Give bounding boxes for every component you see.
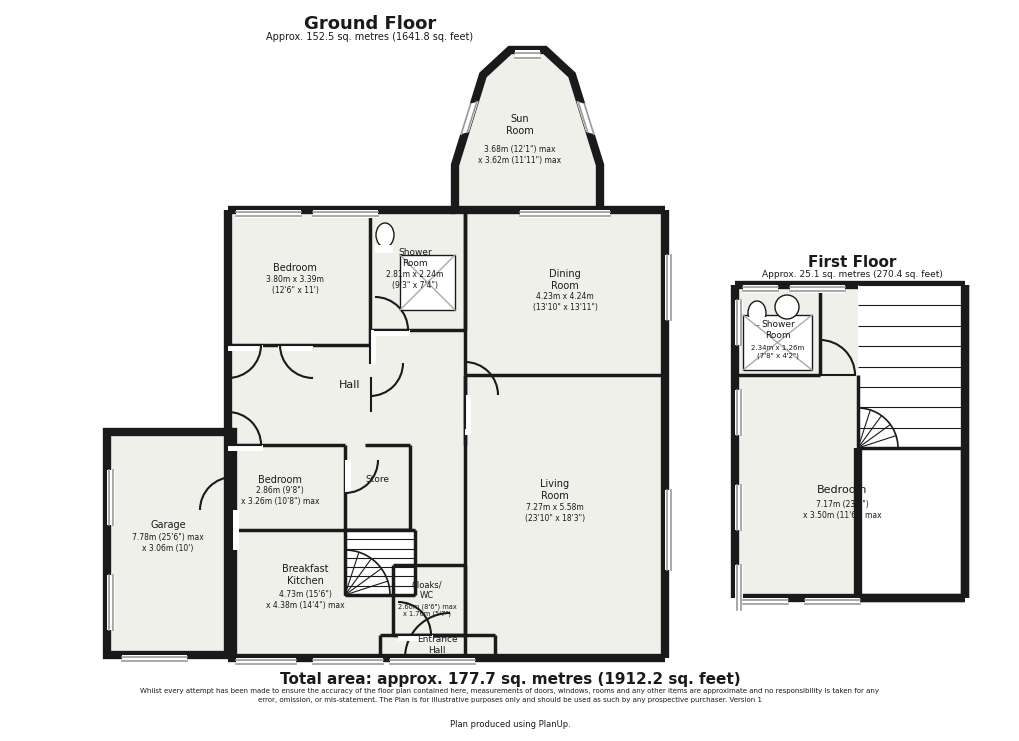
Circle shape [774, 295, 798, 319]
Text: Total area: approx. 177.7 sq. metres (1912.2 sq. feet): Total area: approx. 177.7 sq. metres (19… [279, 672, 740, 687]
Polygon shape [459, 102, 478, 135]
Text: Hall: Hall [339, 380, 361, 390]
Bar [399, 658, 449, 664]
Bar [344, 460, 351, 493]
Bar [375, 330, 410, 336]
Text: Ground Floor: Ground Floor [304, 15, 436, 33]
Text: Garage: Garage [150, 520, 185, 530]
Bar [228, 210, 664, 658]
Bar [228, 445, 263, 451]
Bar [122, 655, 186, 663]
Bar [107, 432, 232, 655]
Polygon shape [576, 102, 595, 135]
Bar [313, 658, 382, 666]
Text: 3.80m x 3.39m
(12'6" x 11'): 3.80m x 3.39m (12'6" x 11') [266, 276, 324, 295]
Text: Entrance
Hall: Entrance Hall [417, 635, 457, 655]
Bar [375, 245, 392, 253]
Bar [465, 395, 471, 435]
Bar [392, 565, 465, 635]
Polygon shape [454, 50, 599, 210]
Bar [857, 448, 964, 598]
Bar [235, 210, 301, 218]
Text: Approx. 25.1 sq. metres (270.4 sq. feet): Approx. 25.1 sq. metres (270.4 sq. feet) [761, 270, 942, 279]
Text: Bedroom: Bedroom [273, 263, 317, 273]
Bar [857, 285, 964, 448]
Bar [515, 50, 539, 60]
Bar [790, 285, 844, 293]
Text: 2.86m (9'8")
x 3.26m (10'8") max: 2.86m (9'8") x 3.26m (10'8") max [240, 486, 319, 505]
Bar [742, 285, 777, 293]
Bar [735, 390, 742, 435]
Bar [380, 635, 494, 658]
Bar [735, 485, 742, 530]
Ellipse shape [376, 223, 393, 247]
Bar [804, 598, 859, 606]
Bar [747, 317, 765, 325]
Bar [735, 565, 742, 610]
Text: Bedroom: Bedroom [816, 485, 866, 495]
Text: Dining
Room: Dining Room [548, 269, 580, 290]
Text: First Floor: First Floor [807, 255, 896, 270]
Bar [664, 255, 673, 320]
Bar [370, 330, 376, 365]
Bar [399, 255, 454, 310]
Bar [313, 210, 378, 218]
Text: Cloaks/
WC: Cloaks/ WC [412, 580, 442, 599]
Polygon shape [454, 50, 599, 210]
Text: 2.81m x 2.24m
(9'3" x 7'4"): 2.81m x 2.24m (9'3" x 7'4") [386, 270, 443, 290]
Text: Breakfast
Kitchen: Breakfast Kitchen [281, 564, 328, 586]
Text: Bedroom: Bedroom [258, 475, 302, 485]
Text: Sun
Room: Sun Room [505, 114, 533, 136]
Bar [107, 470, 115, 525]
Bar [399, 255, 454, 310]
Bar [520, 210, 609, 218]
Bar [664, 490, 673, 570]
Bar [235, 658, 296, 666]
Bar [735, 300, 742, 345]
Text: Approx. 152.5 sq. metres (1641.8 sq. feet): Approx. 152.5 sq. metres (1641.8 sq. fee… [266, 32, 473, 42]
Bar [107, 432, 232, 655]
Text: error, omission, or mis-statement. The Plan is for illustrative purposes only an: error, omission, or mis-statement. The P… [258, 697, 761, 703]
Text: Living
Room: Living Room [540, 479, 569, 501]
Text: 4.73m (15'6")
x 4.38m (14'4") max: 4.73m (15'6") x 4.38m (14'4") max [265, 591, 344, 610]
Text: 4.23m x 4.24m
(13'10" x 13'11"): 4.23m x 4.24m (13'10" x 13'11") [532, 292, 597, 312]
Bar [344, 530, 415, 595]
Text: 7.27m x 5.58m
(23'10" x 18'3"): 7.27m x 5.58m (23'10" x 18'3") [525, 503, 585, 522]
Bar [228, 345, 263, 351]
Text: Whilst every attempt has been made to ensure the accuracy of the floor plan cont: Whilst every attempt has been made to en… [141, 688, 878, 694]
Text: Shower
Room: Shower Room [760, 320, 794, 339]
Bar [107, 575, 115, 630]
Bar [389, 658, 475, 666]
Text: 3.68m (12'1") max
x 3.62m (11'11") max: 3.68m (12'1") max x 3.62m (11'11") max [478, 145, 561, 165]
Text: 7.17m (23'6")
x 3.50m (11'6") max: 7.17m (23'6") x 3.50m (11'6") max [802, 500, 880, 519]
Bar [742, 315, 811, 370]
Text: 2.60m (8'6") max
x 1.76m (5'7"): 2.60m (8'6") max x 1.76m (5'7") [397, 603, 455, 617]
Bar [397, 635, 433, 641]
Bar [232, 510, 238, 550]
Ellipse shape [747, 301, 765, 325]
Text: 7.78m (25'6") max
x 3.06m (10'): 7.78m (25'6") max x 3.06m (10') [132, 534, 204, 553]
Bar [735, 285, 964, 598]
Text: Store: Store [365, 476, 388, 485]
Bar [742, 598, 788, 606]
Bar [278, 345, 313, 351]
Text: 2.34m x 1.26m
(7'8" x 4'2"): 2.34m x 1.26m (7'8" x 4'2") [751, 345, 804, 359]
Text: Plan produced using PlanUp.: Plan produced using PlanUp. [449, 720, 570, 729]
Text: Shower
Room: Shower Room [397, 248, 431, 268]
